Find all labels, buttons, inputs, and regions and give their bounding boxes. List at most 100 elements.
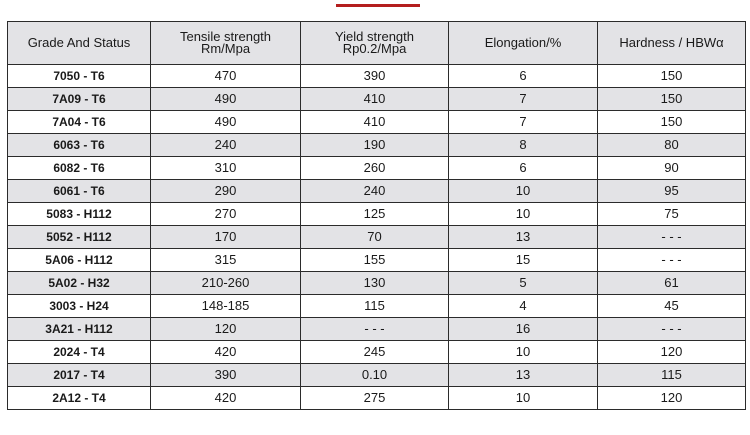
column-header-elongation: Elongation/% bbox=[448, 21, 598, 65]
cell-hardness: 120 bbox=[597, 386, 746, 410]
cell-grade: 3003 - H24 bbox=[7, 294, 151, 318]
cell-yield-strength: 240 bbox=[300, 179, 449, 203]
cell-tensile-strength: 490 bbox=[150, 87, 301, 111]
column-header-yield-strength: Yield strength Rp0.2/Mpa bbox=[300, 21, 449, 65]
cell-hardness: 115 bbox=[597, 363, 746, 387]
cell-elongation: 6 bbox=[448, 64, 598, 88]
cell-grade: 5083 - H112 bbox=[7, 202, 151, 226]
cell-yield-strength: 70 bbox=[300, 225, 449, 249]
cell-tensile-strength: 210-260 bbox=[150, 271, 301, 295]
cell-grade: 5A06 - H112 bbox=[7, 248, 151, 272]
cell-yield-strength: 125 bbox=[300, 202, 449, 226]
cell-elongation: 15 bbox=[448, 248, 598, 272]
cell-elongation: 10 bbox=[448, 202, 598, 226]
cell-grade: 7A04 - T6 bbox=[7, 110, 151, 134]
cell-elongation: 7 bbox=[448, 110, 598, 134]
cell-tensile-strength: 148-185 bbox=[150, 294, 301, 318]
cell-yield-strength: 275 bbox=[300, 386, 449, 410]
cell-yield-strength: 190 bbox=[300, 133, 449, 157]
cell-yield-strength: 390 bbox=[300, 64, 449, 88]
cell-tensile-strength: 270 bbox=[150, 202, 301, 226]
cell-yield-strength: 0.10 bbox=[300, 363, 449, 387]
cell-elongation: 6 bbox=[448, 156, 598, 180]
cell-hardness: 120 bbox=[597, 340, 746, 364]
cell-tensile-strength: 290 bbox=[150, 179, 301, 203]
cell-grade: 6061 - T6 bbox=[7, 179, 151, 203]
cell-hardness: - - - bbox=[597, 317, 746, 341]
cell-tensile-strength: 120 bbox=[150, 317, 301, 341]
cell-grade: 2A12 - T4 bbox=[7, 386, 151, 410]
cell-elongation: 13 bbox=[448, 225, 598, 249]
table-row: 7A09 - T6 490 410 7 150 bbox=[7, 87, 746, 111]
cell-elongation: 10 bbox=[448, 179, 598, 203]
cell-hardness: 90 bbox=[597, 156, 746, 180]
cell-tensile-strength: 170 bbox=[150, 225, 301, 249]
cell-yield-strength: 260 bbox=[300, 156, 449, 180]
cell-yield-strength: 410 bbox=[300, 110, 449, 134]
cell-tensile-strength: 390 bbox=[150, 363, 301, 387]
cell-tensile-strength: 470 bbox=[150, 64, 301, 88]
table-row: 2A12 - T4 420 275 10 120 bbox=[7, 386, 746, 410]
column-header-hardness: Hardness / HBWα bbox=[597, 21, 746, 65]
cell-tensile-strength: 315 bbox=[150, 248, 301, 272]
cell-grade: 5052 - H112 bbox=[7, 225, 151, 249]
cell-hardness: - - - bbox=[597, 248, 746, 272]
cell-grade: 2024 - T4 bbox=[7, 340, 151, 364]
cell-hardness: 150 bbox=[597, 110, 746, 134]
table-row: 5A02 - H32 210-260 130 5 61 bbox=[7, 271, 746, 295]
table-body: 7050 - T6 470 390 6 150 7A09 - T6 490 410 7 150 7A… bbox=[7, 64, 746, 410]
cell-yield-strength: 130 bbox=[300, 271, 449, 295]
column-header-grade: Grade And Status bbox=[7, 21, 151, 65]
cell-tensile-strength: 420 bbox=[150, 386, 301, 410]
table-row: 5052 - H112 170 70 13- - - bbox=[7, 225, 746, 249]
cell-elongation: 16 bbox=[448, 317, 598, 341]
header-row: Grade And Status Tensile strength Rm/Mpa… bbox=[7, 21, 746, 65]
cell-tensile-strength: 240 bbox=[150, 133, 301, 157]
cell-elongation: 4 bbox=[448, 294, 598, 318]
cell-hardness: - - - bbox=[597, 225, 746, 249]
cell-tensile-strength: 490 bbox=[150, 110, 301, 134]
cell-grade: 3A21 - H112 bbox=[7, 317, 151, 341]
table-row: 5083 - H112 270 125 10 75 bbox=[7, 202, 746, 226]
column-header-tensile-strength: Tensile strength Rm/Mpa bbox=[150, 21, 301, 65]
cell-yield-strength: 155 bbox=[300, 248, 449, 272]
table-row: 7050 - T6 470 390 6 150 bbox=[7, 64, 746, 88]
cell-grade: 6063 - T6 bbox=[7, 133, 151, 157]
table-row: 6061 - T6 290 240 10 95 bbox=[7, 179, 746, 203]
alloy-properties-table: Grade And Status Tensile strength Rm/Mpa… bbox=[7, 21, 746, 410]
table-row: 2024 - T4 420 245 10 120 bbox=[7, 340, 746, 364]
cell-hardness: 61 bbox=[597, 271, 746, 295]
cell-hardness: 75 bbox=[597, 202, 746, 226]
table-row: 7A04 - T6 490 410 7 150 bbox=[7, 110, 746, 134]
cell-tensile-strength: 310 bbox=[150, 156, 301, 180]
cell-hardness: 80 bbox=[597, 133, 746, 157]
table-row: 2017 - T4 390 0.10 13 115 bbox=[7, 363, 746, 387]
cell-yield-strength: 410 bbox=[300, 87, 449, 111]
cell-tensile-strength: 420 bbox=[150, 340, 301, 364]
cell-elongation: 5 bbox=[448, 271, 598, 295]
table-row: 5A06 - H112 315 155 15- - - bbox=[7, 248, 746, 272]
cell-hardness: 150 bbox=[597, 87, 746, 111]
cell-yield-strength: 245 bbox=[300, 340, 449, 364]
cell-elongation: 8 bbox=[448, 133, 598, 157]
table-row: 3A21 - H112 120- - -16- - - bbox=[7, 317, 746, 341]
table-row: 3003 - H24 148-185 115 4 45 bbox=[7, 294, 746, 318]
table-header: Grade And Status Tensile strength Rm/Mpa… bbox=[7, 21, 746, 65]
cell-grade: 6082 - T6 bbox=[7, 156, 151, 180]
cell-grade: 5A02 - H32 bbox=[7, 271, 151, 295]
cell-hardness: 95 bbox=[597, 179, 746, 203]
cell-grade: 7A09 - T6 bbox=[7, 87, 151, 111]
cell-hardness: 150 bbox=[597, 64, 746, 88]
cell-elongation: 13 bbox=[448, 363, 598, 387]
cell-grade: 7050 - T6 bbox=[7, 64, 151, 88]
cell-elongation: 10 bbox=[448, 340, 598, 364]
cell-yield-strength: - - - bbox=[300, 317, 449, 341]
header-accent-bar bbox=[336, 4, 420, 7]
cell-grade: 2017 - T4 bbox=[7, 363, 151, 387]
cell-elongation: 10 bbox=[448, 386, 598, 410]
table-row: 6082 - T6 310 260 6 90 bbox=[7, 156, 746, 180]
cell-hardness: 45 bbox=[597, 294, 746, 318]
table-row: 6063 - T6 240 190 8 80 bbox=[7, 133, 746, 157]
cell-yield-strength: 115 bbox=[300, 294, 449, 318]
cell-elongation: 7 bbox=[448, 87, 598, 111]
